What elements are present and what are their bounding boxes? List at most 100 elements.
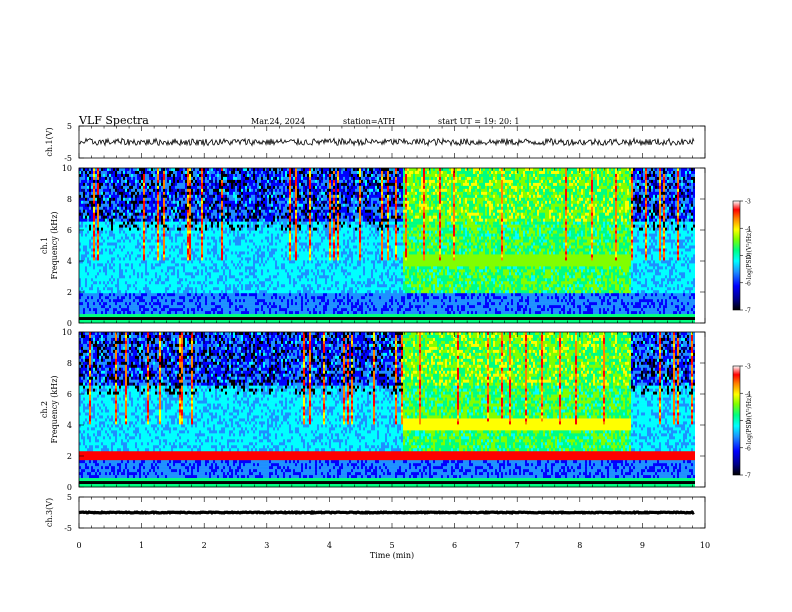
spectrogram-cell [153, 240, 155, 243]
spectrogram-cell [141, 213, 143, 216]
spectrogram-cell [125, 293, 127, 296]
spectrogram-cell [97, 248, 99, 251]
spectrogram-cell [159, 189, 161, 192]
spectrogram-cell [141, 278, 143, 281]
spectrogram-cell [81, 231, 83, 234]
spectrogram-cell [111, 275, 113, 278]
spectrogram-cell [127, 174, 129, 177]
spectrogram-cell [159, 251, 161, 254]
spectrogram-cell [115, 263, 117, 266]
spectrogram-cell [127, 222, 129, 225]
spectrogram-cell [153, 254, 155, 257]
spectrogram-cell [145, 195, 147, 198]
spectrogram-cell [143, 192, 145, 195]
spectrogram-cell [133, 257, 135, 260]
spectrogram-cell [105, 269, 107, 272]
spectrogram-cell [161, 213, 163, 216]
spectrogram-cell [95, 234, 97, 237]
spectrogram-cell [121, 198, 123, 201]
spectrogram-cell [87, 198, 89, 201]
spectrogram-cell [151, 251, 153, 254]
spectrogram-cell [119, 260, 121, 263]
spectrogram-cell [129, 278, 131, 281]
spectrogram-cell [113, 180, 115, 183]
spectrogram-cell [125, 219, 127, 222]
spectrogram-cell [99, 302, 101, 305]
spectrogram-cell [163, 284, 165, 287]
spectrogram-cell [153, 296, 155, 299]
spectrogram-cell [157, 269, 159, 272]
spectrogram-cell [141, 198, 143, 201]
spectrogram-cell [121, 284, 123, 287]
spectrogram-cell [153, 213, 155, 216]
spectrogram-cell [97, 311, 99, 314]
spectrogram-cell [123, 308, 125, 311]
spectrogram-cell [95, 308, 97, 311]
spectrogram-cell [159, 317, 161, 320]
spectrogram-cell [81, 302, 83, 305]
spectrogram-cell [101, 219, 103, 222]
spectrogram-cell [159, 183, 161, 186]
spectrogram-cell [137, 305, 139, 308]
spectrogram-cell [133, 275, 135, 278]
spectrogram-cell [117, 237, 119, 240]
spectrogram-cell [81, 281, 83, 284]
spectrogram-cell [101, 234, 103, 237]
spectrogram-cell [131, 192, 133, 195]
spectrogram-cell [93, 213, 95, 216]
spectrogram-cell [121, 222, 123, 225]
spectrogram-cell [113, 237, 115, 240]
spectrogram-cell [117, 201, 119, 204]
spectrogram-cell [137, 219, 139, 222]
spectrogram-cell [83, 272, 85, 275]
spectrogram-cell [153, 305, 155, 308]
spectrogram-cell [161, 174, 163, 177]
spectrogram-cell [107, 293, 109, 296]
spectrogram-cell [115, 219, 117, 222]
spectrogram-cell [93, 231, 95, 234]
spectrogram-cell [109, 219, 111, 222]
spectrogram-cell [149, 234, 151, 237]
spectrogram-cell [117, 287, 119, 290]
spectrogram-cell [107, 302, 109, 305]
spectrogram-cell [91, 284, 93, 287]
spectrogram-cell [135, 234, 137, 237]
spectrogram-cell [109, 254, 111, 257]
spectrogram-cell [123, 225, 125, 228]
spectrogram-cell [129, 177, 131, 180]
spectrogram-cell [153, 195, 155, 198]
spectrogram-cell [131, 189, 133, 192]
spectrogram-cell [155, 314, 157, 317]
spectrogram-cell [95, 192, 97, 195]
spectrogram-cell [115, 243, 117, 246]
spectrogram-cell [93, 287, 95, 290]
spectrogram-cell [87, 272, 89, 275]
spectrogram-cell [99, 257, 101, 260]
spectrogram-cell [105, 251, 107, 254]
spectrogram-cell [139, 240, 141, 243]
spectrogram-cell [111, 317, 113, 320]
spectrogram-cell [113, 246, 115, 249]
spectrogram-cell [121, 243, 123, 246]
spectrogram-cell [135, 248, 137, 251]
spectrogram-cell [117, 240, 119, 243]
spectrogram-cell [143, 269, 145, 272]
spectrogram-cell [155, 225, 157, 228]
spectrogram-cell [117, 186, 119, 189]
spectrogram-cell [83, 183, 85, 186]
spectrogram-cell [91, 195, 93, 198]
spectrogram-cell [83, 254, 85, 257]
spectrogram-cell [89, 299, 91, 302]
spectrogram-cell [101, 248, 103, 251]
spectrogram-cell [145, 180, 147, 183]
spectrogram-cell [81, 314, 83, 317]
spectrogram-cell [103, 219, 105, 222]
spectrogram-cell [87, 204, 89, 207]
spectrogram-cell [165, 296, 167, 299]
spectrogram-cell [115, 284, 117, 287]
spectrogram-cell [107, 269, 109, 272]
spectrogram-cell [159, 219, 161, 222]
spectrogram-cell [81, 266, 83, 269]
spectrogram-cell [129, 272, 131, 275]
spectrogram-cell [133, 254, 135, 257]
